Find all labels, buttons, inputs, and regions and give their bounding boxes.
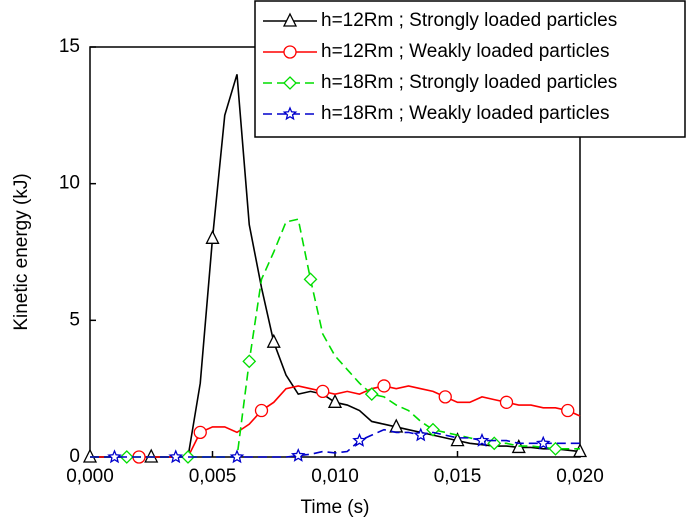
series-line bbox=[90, 218, 580, 458]
y-tick-label: 10 bbox=[59, 173, 80, 194]
y-tick-label: 0 bbox=[69, 446, 80, 467]
marker bbox=[290, 447, 306, 462]
marker bbox=[242, 354, 257, 369]
legend-label: h=12Rm ; Weakly loaded particles bbox=[321, 41, 610, 62]
marker bbox=[548, 441, 563, 456]
marker bbox=[450, 432, 465, 447]
marker bbox=[144, 448, 159, 463]
marker bbox=[377, 379, 391, 393]
legend-label: h=18Rm ; Weakly loaded particles bbox=[321, 103, 610, 124]
marker bbox=[327, 393, 343, 408]
marker bbox=[535, 435, 551, 450]
series-line bbox=[90, 428, 580, 458]
marker bbox=[487, 436, 502, 451]
marker bbox=[266, 333, 281, 348]
marker bbox=[205, 229, 220, 244]
legend-label: h=18Rm ; Strongly loaded particles bbox=[321, 72, 617, 93]
x-tick-label: 0,005 bbox=[189, 466, 237, 487]
marker bbox=[499, 395, 514, 409]
marker bbox=[572, 443, 588, 458]
marker bbox=[82, 448, 98, 463]
y-axis-title: Kinetic energy (kJ) bbox=[11, 173, 32, 330]
marker bbox=[254, 403, 269, 418]
marker bbox=[364, 387, 379, 402]
x-tick-label: 0,000 bbox=[66, 466, 114, 487]
x-tick-label: 0,020 bbox=[556, 466, 604, 487]
x-axis-title: Time (s) bbox=[301, 497, 370, 518]
marker bbox=[561, 403, 575, 418]
marker bbox=[474, 432, 490, 447]
marker bbox=[413, 427, 429, 442]
legend-box bbox=[254, 0, 686, 138]
marker bbox=[168, 449, 184, 464]
marker bbox=[193, 425, 207, 440]
y-tick-label: 5 bbox=[69, 309, 80, 330]
marker bbox=[107, 449, 122, 464]
marker bbox=[303, 272, 318, 287]
marker bbox=[316, 384, 330, 399]
marker bbox=[282, 12, 298, 27]
marker bbox=[283, 76, 297, 90]
y-tick-label: 15 bbox=[59, 36, 80, 57]
marker bbox=[229, 449, 245, 464]
legend-label: h=12Rm ; Strongly loaded particles bbox=[321, 10, 617, 31]
marker bbox=[282, 106, 298, 121]
marker bbox=[283, 45, 297, 59]
x-tick-label: 0,010 bbox=[311, 466, 359, 487]
marker bbox=[438, 390, 452, 404]
marker bbox=[352, 432, 367, 447]
x-tick-label: 0,015 bbox=[434, 466, 482, 487]
legend: h=12Rm ; Strongly loaded particles h=12Rm… bbox=[254, 0, 686, 138]
